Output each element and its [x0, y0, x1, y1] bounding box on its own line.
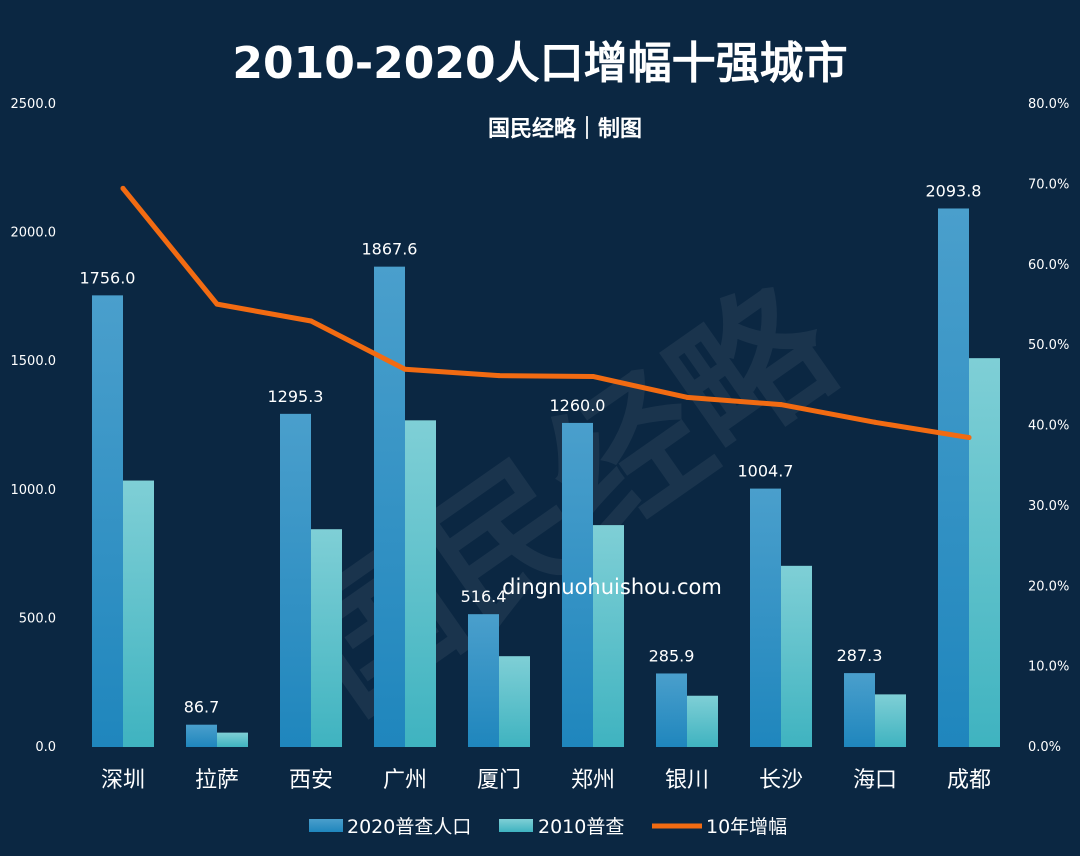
data-label-2020: 1867.6	[362, 240, 418, 259]
growth-point	[496, 373, 502, 379]
growth-point	[120, 185, 126, 191]
bar-2010	[875, 694, 906, 747]
legend-label-2020: 2020普查人口	[347, 816, 471, 838]
right-tick-label: 10.0%	[1028, 660, 1069, 675]
growth-point	[590, 373, 596, 379]
growth-point	[872, 419, 878, 425]
right-tick-label: 80.0%	[1028, 97, 1069, 112]
category-label: 广州	[383, 768, 427, 793]
growth-point	[308, 318, 314, 324]
bar-2010	[217, 732, 248, 747]
watermark-text: dingnuohuishou.com	[502, 575, 722, 599]
right-tick-label: 60.0%	[1028, 258, 1069, 273]
bar-2010	[405, 420, 436, 747]
right-tick-label: 70.0%	[1028, 177, 1069, 192]
bar-2020	[280, 413, 311, 747]
legend-label-2010: 2010普查	[538, 816, 624, 838]
line-layer	[120, 185, 972, 441]
bar-2010	[499, 656, 530, 747]
right-tick-label: 20.0%	[1028, 579, 1069, 594]
data-label-2020: 1756.0	[80, 268, 136, 287]
legend-label-growth: 10年增幅	[706, 816, 787, 838]
left-tick-label: 2500.0	[11, 97, 57, 112]
growth-point	[402, 366, 408, 372]
category-axis: 深圳 拉萨 西安 广州 厦门 郑州 银川 长沙 海口 成都	[101, 768, 991, 793]
data-label-2020: 1004.7	[738, 462, 794, 481]
bar-2020	[186, 724, 217, 747]
data-label-2020: 285.9	[649, 646, 695, 665]
right-tick-label: 50.0%	[1028, 338, 1069, 353]
legend: 2020普查人口 2010普查 10年增幅	[309, 816, 787, 838]
left-tick-label: 1500.0	[11, 354, 57, 369]
category-label: 拉萨	[195, 768, 239, 793]
bar-2020	[656, 673, 687, 747]
bar-layer: 1756.0 86.7 1295.3 1867.6 516.4 1260.0 285.9 10…	[80, 181, 1000, 748]
bar-2020	[844, 673, 875, 747]
growth-point	[778, 402, 784, 408]
category-label: 海口	[853, 768, 897, 793]
category-label: 郑州	[571, 768, 615, 793]
bar-2010	[311, 529, 342, 747]
bar-2020	[750, 488, 781, 747]
data-label-2020: 1260.0	[550, 396, 606, 415]
data-label-2020: 2093.8	[926, 181, 982, 200]
left-axis: 0.0 500.0 1000.0 1500.0 2000.0 2500.0	[11, 97, 57, 755]
category-label: 银川	[665, 768, 709, 793]
data-label-2020: 516.4	[461, 587, 507, 606]
left-tick-label: 1000.0	[11, 483, 57, 498]
left-tick-label: 500.0	[19, 611, 56, 626]
legend-swatch-2010	[499, 819, 533, 832]
bar-2010	[123, 480, 154, 747]
left-tick-label: 0.0	[35, 740, 56, 755]
bar-2020	[468, 614, 499, 747]
right-tick-label: 40.0%	[1028, 419, 1069, 434]
chart-title: 2010-2020人口增幅十强城市	[232, 38, 847, 89]
category-label: 成都	[947, 768, 991, 793]
category-label: 深圳	[101, 768, 145, 793]
growth-point	[214, 301, 220, 307]
bar-2010	[781, 565, 812, 747]
right-tick-label: 0.0%	[1028, 740, 1061, 755]
growth-line	[120, 185, 972, 441]
category-label: 西安	[289, 768, 333, 793]
chart-subtitle: 国民经略｜制图	[488, 116, 642, 142]
left-tick-label: 2000.0	[11, 226, 57, 241]
category-label: 长沙	[759, 768, 803, 793]
right-tick-label: 30.0%	[1028, 499, 1069, 514]
data-label-2020: 86.7	[184, 698, 220, 717]
bar-2020	[92, 295, 123, 747]
category-label: 厦门	[477, 768, 521, 793]
bar-2010	[969, 358, 1000, 747]
data-label-2020: 1295.3	[268, 387, 324, 406]
growth-point	[684, 394, 690, 400]
bar-2020	[562, 422, 593, 747]
legend-swatch-2020	[309, 819, 343, 832]
right-axis: 0.0% 10.0% 20.0% 30.0% 40.0% 50.0% 60.0% 70.0% 8…	[1028, 97, 1069, 755]
bar-2020	[374, 266, 405, 747]
data-label-2020: 287.3	[837, 646, 883, 665]
bar-2020	[938, 208, 969, 748]
bar-2010	[593, 525, 624, 747]
bar-2010	[687, 695, 718, 747]
growth-point	[966, 435, 972, 441]
